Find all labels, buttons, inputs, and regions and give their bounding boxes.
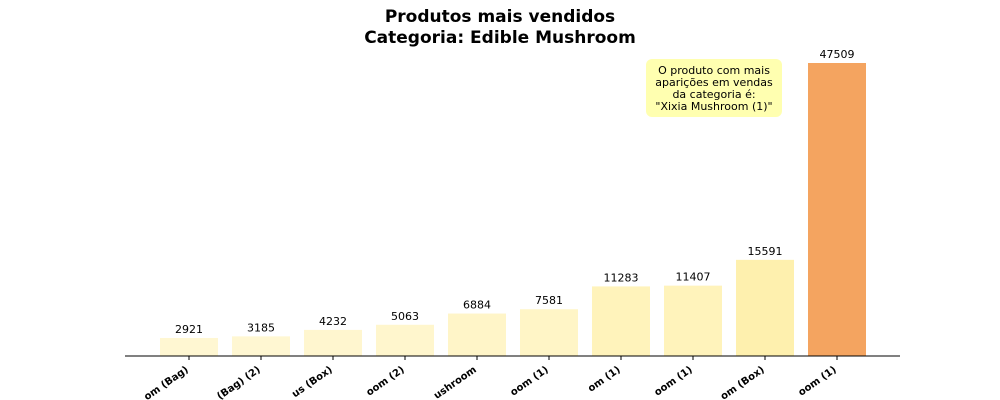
bar-value-label-4: 5063 [391,310,419,323]
bar-7 [592,286,650,356]
x-tick-label-6: oom (1) [509,364,551,398]
bars-group [160,63,866,356]
bar-value-label-1: 2921 [175,323,203,336]
x-tick-label-4: oom (2) [365,364,407,398]
x-tick-label-1: om (Bag) [142,364,190,400]
bar-value-label-5: 6884 [463,299,491,312]
x-tick-label-10: oom (1) [797,364,839,398]
annotation-line-1: O produto com mais [658,64,770,77]
bar-labels-group: 2921 3185 4232 5063 6884 7581 11283 11407 15591 4… [175,48,855,336]
bar-8 [664,285,722,356]
annotation-line-4: "Xixia Mushroom (1)" [655,100,772,113]
x-tick-label-5: ushroom [432,364,479,400]
title-line-1: Produtos mais vendidos [385,7,615,27]
bar-value-label-2: 3185 [247,321,275,334]
x-tick-label-7: om (1) [586,364,623,394]
bar-6 [520,309,578,356]
bar-5 [448,313,506,356]
bar-3 [304,329,362,356]
x-ticks-group: om (Bag) (Bag) (2) us (Box) oom (2) ushroom o… [142,356,839,400]
bar-1 [160,337,218,356]
annotation-box: O produto com mais aparições em vendas d… [646,59,782,117]
bar-value-label-3: 4232 [319,315,347,328]
bar-4 [376,324,434,356]
x-tick-label-9: om (Box) [719,364,767,400]
bar-value-label-7: 11283 [604,271,639,284]
title-line-2: Categoria: Edible Mushroom [364,28,636,48]
bar-value-label-10: 47509 [820,48,855,61]
chart-title: Produtos mais vendidos Categoria: Edible… [364,7,636,48]
bar-value-label-8: 11407 [676,271,711,284]
annotation-line-2: aparições em vendas [655,76,773,89]
bar-2 [232,336,290,356]
annotation-background [646,59,782,117]
bar-value-label-6: 7581 [535,294,563,307]
bar-9 [736,259,794,356]
x-tick-label-8: oom (1) [653,364,695,398]
bar-10 [808,63,866,356]
x-tick-label-3: us (Box) [290,364,335,400]
bar-value-label-9: 15591 [748,245,783,258]
annotation-line-3: da categoria é: [672,88,755,101]
x-tick-label-2: (Bag) (2) [215,364,262,400]
